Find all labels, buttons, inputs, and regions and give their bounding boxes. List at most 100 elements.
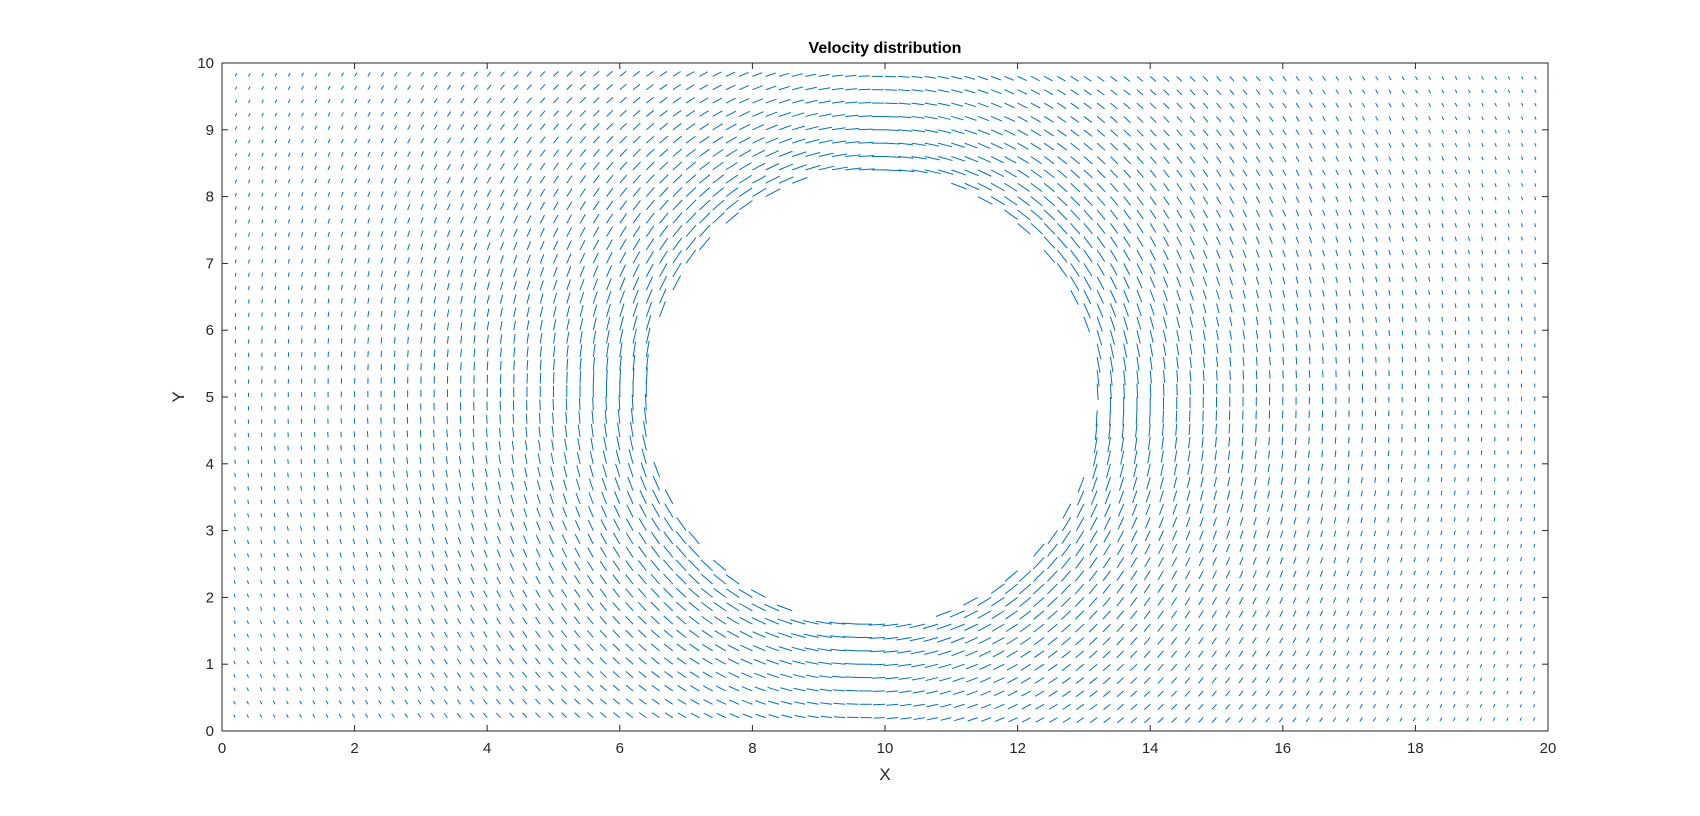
velocity-arrow — [1004, 142, 1017, 150]
velocity-arrow — [1507, 102, 1511, 107]
velocity-arrow — [1308, 156, 1313, 163]
velocity-arrow — [642, 434, 647, 451]
y-axis-label: Y — [169, 391, 188, 402]
velocity-arrow — [456, 658, 462, 665]
velocity-arrow — [407, 336, 409, 344]
velocity-arrow — [1348, 223, 1352, 229]
velocity-arrow — [1386, 637, 1390, 643]
velocity-arrow — [1211, 623, 1217, 632]
velocity-arrow — [1399, 690, 1403, 696]
velocity-arrow — [612, 671, 621, 678]
velocity-arrow — [1265, 610, 1270, 618]
velocity-arrow — [526, 280, 531, 291]
velocity-arrow — [1519, 583, 1522, 588]
velocity-arrow — [1043, 196, 1056, 207]
velocity-arrow — [380, 257, 384, 264]
velocity-arrow — [1348, 276, 1352, 283]
velocity-arrow — [486, 189, 492, 197]
velocity-arrow — [1172, 503, 1178, 515]
velocity-arrow — [1103, 690, 1111, 698]
velocity-arrow — [539, 254, 545, 264]
velocity-arrow — [471, 469, 475, 478]
velocity-arrow — [845, 88, 858, 91]
velocity-arrow — [1030, 102, 1041, 109]
velocity-arrow — [233, 660, 236, 665]
velocity-arrow — [379, 444, 382, 451]
velocity-arrow — [513, 333, 516, 344]
velocity-arrow — [509, 576, 515, 585]
velocity-arrow — [1428, 249, 1431, 255]
velocity-arrow — [339, 525, 342, 531]
velocity-arrow — [1519, 664, 1522, 668]
velocity-arrow — [287, 472, 289, 478]
velocity-arrow — [1359, 610, 1363, 616]
velocity-arrow — [950, 623, 965, 631]
velocity-arrow — [676, 629, 687, 638]
velocity-arrow — [259, 660, 263, 665]
velocity-arrow — [1019, 610, 1032, 620]
velocity-arrow — [1149, 75, 1157, 82]
velocity-arrow — [1534, 263, 1536, 268]
velocity-arrow — [1176, 263, 1182, 274]
velocity-arrow — [1467, 263, 1470, 268]
velocity-arrow — [380, 111, 385, 117]
velocity-arrow — [1426, 570, 1430, 576]
velocity-arrow — [1335, 223, 1339, 230]
velocity-arrow — [354, 311, 356, 317]
velocity-arrow — [1454, 223, 1457, 228]
velocity-arrow — [911, 169, 928, 174]
velocity-arrow — [965, 650, 979, 657]
velocity-arrow — [1096, 343, 1102, 360]
velocity-arrow — [1214, 450, 1217, 461]
velocity-arrow — [752, 162, 766, 171]
velocity-arrow — [1157, 650, 1164, 658]
velocity-arrow — [701, 629, 713, 638]
velocity-arrow — [1019, 597, 1032, 607]
velocity-arrow — [1520, 503, 1522, 508]
velocity-arrow — [1534, 303, 1536, 308]
velocity-arrow — [1136, 169, 1144, 178]
velocity-arrow — [630, 421, 634, 438]
velocity-arrow — [779, 659, 793, 665]
velocity-arrow — [940, 703, 952, 708]
velocity-arrow — [1202, 343, 1206, 355]
velocity-arrow — [535, 575, 541, 585]
velocity-arrow — [486, 414, 488, 424]
velocity-arrow — [897, 650, 912, 654]
velocity-arrow — [312, 579, 316, 585]
velocity-arrow — [645, 289, 653, 304]
velocity-arrow — [380, 191, 384, 197]
velocity-arrow — [274, 219, 277, 224]
velocity-arrow — [459, 429, 462, 438]
velocity-arrow — [1533, 557, 1536, 562]
velocity-arrow — [685, 110, 696, 117]
velocity-arrow — [1143, 623, 1151, 633]
velocity-arrow — [1348, 196, 1352, 203]
velocity-arrow — [1176, 75, 1183, 82]
velocity-arrow — [548, 712, 554, 718]
velocity-arrow — [1295, 102, 1300, 109]
velocity-arrow — [659, 250, 668, 264]
velocity-arrow — [690, 698, 700, 705]
velocity-arrow — [537, 453, 541, 464]
velocity-arrow — [1374, 463, 1377, 470]
velocity-arrow — [274, 112, 278, 117]
velocity-arrow — [1070, 222, 1081, 235]
velocity-arrow — [618, 395, 621, 411]
velocity-arrow — [1467, 517, 1469, 522]
velocity-arrow — [1123, 356, 1127, 372]
velocity-arrow — [619, 264, 626, 277]
velocity-arrow — [767, 700, 780, 705]
velocity-arrow — [685, 249, 696, 264]
velocity-arrow — [592, 343, 596, 357]
velocity-arrow — [911, 75, 923, 79]
velocity-arrow — [1335, 102, 1340, 108]
velocity-arrow — [433, 124, 438, 131]
velocity-arrow — [805, 126, 819, 131]
velocity-arrow — [234, 219, 237, 224]
velocity-arrow — [1083, 223, 1093, 235]
velocity-arrow — [1308, 116, 1313, 122]
velocity-arrow — [1322, 209, 1326, 216]
velocity-arrow — [261, 312, 263, 317]
velocity-arrow — [446, 164, 451, 171]
